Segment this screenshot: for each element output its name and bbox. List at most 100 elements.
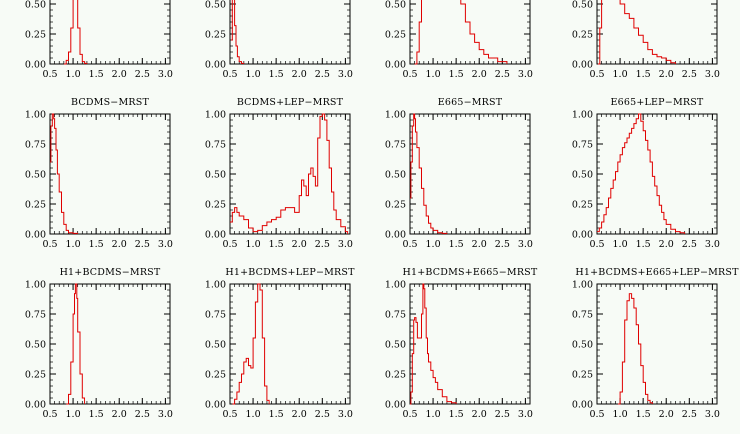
- y-tick-label: 1.00: [205, 110, 226, 121]
- x-tick-label: 2.5: [315, 239, 330, 250]
- panel-9: 0.5 1.0 1.5 2.0 2.5 3.0 0.00 0.25 0.50 0.75 1.00 H1…: [25, 267, 173, 420]
- x-tick-label: 1.0: [426, 409, 441, 420]
- x-tick-label: 1.5: [269, 239, 284, 250]
- x-tick-label: 0.5: [589, 69, 604, 80]
- panel-8: 0.5 1.0 1.5 2.0 2.5 3.0 0.00 0.25 0.50 0.75 1.00 E6…: [572, 97, 720, 250]
- y-tick-label: 0.50: [205, 170, 226, 181]
- plot-frame: [229, 0, 351, 65]
- x-tick-label: 3.0: [705, 409, 720, 420]
- panel-5: 0.5 1.0 1.5 2.0 2.5 3.0 0.00 0.25 0.50 0.75 1.00 BC…: [25, 97, 173, 250]
- y-tick-label: 0.25: [572, 200, 593, 211]
- panel-title: H1+BCDMS+E665+LEP−MRST: [575, 267, 739, 278]
- panel-3: 0.51.01.52.02.53.00.000.250.500.75: [385, 0, 533, 80]
- y-tick-label: 0.50: [572, 340, 593, 351]
- y-tick-label: 0.25: [25, 30, 46, 41]
- y-tick-label: 0.00: [25, 60, 46, 71]
- histogram-series: [410, 284, 456, 404]
- x-tick-label: 1.5: [636, 239, 651, 250]
- histogram-series: [597, 114, 685, 234]
- x-tick-label: 1.5: [636, 69, 651, 80]
- y-tick-label: 0.50: [25, 340, 46, 351]
- y-tick-label: 0.50: [205, 340, 226, 351]
- x-tick-label: 0.5: [222, 69, 237, 80]
- x-tick-label: 2.5: [135, 409, 150, 420]
- histogram-series: [410, 114, 447, 234]
- y-tick-label: 0.25: [205, 370, 226, 381]
- x-tick-label: 3.0: [158, 69, 173, 80]
- y-tick-label: 0.75: [205, 140, 226, 151]
- y-tick-label: 0.75: [572, 310, 593, 321]
- y-tick-label: 0.50: [385, 0, 406, 11]
- y-tick-label: 0.25: [572, 30, 593, 41]
- x-tick-label: 3.0: [158, 239, 173, 250]
- x-tick-label: 1.5: [449, 69, 464, 80]
- x-tick-label: 2.5: [135, 239, 150, 250]
- x-tick-label: 3.0: [338, 409, 353, 420]
- x-tick-label: 0.5: [402, 239, 417, 250]
- x-tick-label: 3.0: [518, 409, 533, 420]
- y-tick-label: 1.00: [572, 110, 593, 121]
- x-tick-label: 2.0: [472, 239, 487, 250]
- x-tick-label: 1.5: [449, 239, 464, 250]
- panel-2: 0.51.01.52.02.53.00.000.250.500.75: [205, 0, 353, 80]
- y-tick-label: 0.00: [572, 60, 593, 71]
- y-tick-label: 0.50: [385, 340, 406, 351]
- x-tick-label: 2.5: [495, 69, 510, 80]
- x-tick-label: 1.0: [426, 239, 441, 250]
- y-tick-label: 0.75: [25, 140, 46, 151]
- y-tick-label: 0.00: [385, 230, 406, 241]
- panel-title: H1+BCDMS−MRST: [60, 267, 161, 278]
- x-tick-label: 2.0: [292, 239, 307, 250]
- x-tick-label: 2.5: [315, 69, 330, 80]
- x-tick-label: 2.0: [659, 409, 674, 420]
- y-tick-label: 1.00: [572, 280, 593, 291]
- x-tick-label: 2.0: [659, 69, 674, 80]
- x-tick-label: 2.0: [112, 239, 127, 250]
- y-tick-label: 0.25: [205, 30, 226, 41]
- histogram-series: [64, 0, 87, 64]
- x-tick-label: 0.5: [402, 409, 417, 420]
- y-tick-label: 0.50: [385, 170, 406, 181]
- y-tick-label: 1.00: [385, 110, 406, 121]
- x-tick-label: 0.5: [222, 409, 237, 420]
- panel-10: 0.5 1.0 1.5 2.0 2.5 3.0 0.00 0.25 0.50 0.75 1.00 H1…: [205, 267, 355, 420]
- x-tick-label: 3.0: [705, 239, 720, 250]
- x-tick-label: 1.0: [246, 409, 261, 420]
- panel-title: H1+BCDMS+LEP−MRST: [225, 267, 355, 278]
- x-tick-label: 1.0: [246, 69, 261, 80]
- histogram-series: [618, 294, 653, 404]
- histogram-series: [50, 114, 78, 234]
- x-tick-label: 1.0: [426, 69, 441, 80]
- panel-1: 0.51.01.52.02.53.00.000.250.500.75: [25, 0, 173, 80]
- panel-title: E665+LEP−MRST: [611, 97, 704, 108]
- y-tick-label: 0.25: [25, 370, 46, 381]
- y-tick-label: 0.75: [385, 140, 406, 151]
- y-tick-label: 0.25: [25, 200, 46, 211]
- x-tick-label: 3.0: [518, 239, 533, 250]
- x-tick-label: 1.0: [246, 239, 261, 250]
- y-tick-label: 0.00: [205, 400, 226, 411]
- y-tick-label: 0.25: [385, 200, 406, 211]
- panel-7: 0.5 1.0 1.5 2.0 2.5 3.0 0.00 0.25 0.50 0.75 1.00 E6…: [385, 97, 533, 250]
- x-tick-label: 2.5: [682, 69, 697, 80]
- x-tick-label: 0.5: [42, 409, 57, 420]
- panel-11: 0.5 1.0 1.5 2.0 2.5 3.0 0.00 0.25 0.50 0.75 1.00 H1…: [385, 267, 538, 420]
- y-tick-label: 0.00: [205, 230, 226, 241]
- x-tick-label: 1.5: [636, 409, 651, 420]
- y-tick-label: 1.00: [25, 280, 46, 291]
- y-tick-label: 0.00: [572, 230, 593, 241]
- x-tick-label: 1.5: [269, 69, 284, 80]
- x-tick-label: 0.5: [222, 239, 237, 250]
- y-tick-label: 0.50: [572, 170, 593, 181]
- x-tick-label: 3.0: [338, 239, 353, 250]
- y-tick-label: 1.00: [205, 280, 226, 291]
- panel-4: 0.51.01.52.02.53.00.000.250.500.75: [572, 0, 720, 80]
- panel-title: BCDMS+LEP−MRST: [237, 97, 344, 108]
- x-tick-label: 2.5: [135, 69, 150, 80]
- histogram-series: [415, 0, 507, 64]
- plot-frame: [49, 283, 171, 405]
- x-tick-label: 2.0: [292, 409, 307, 420]
- histogram-series: [66, 284, 84, 404]
- x-tick-label: 1.5: [89, 409, 104, 420]
- x-tick-label: 1.0: [613, 69, 628, 80]
